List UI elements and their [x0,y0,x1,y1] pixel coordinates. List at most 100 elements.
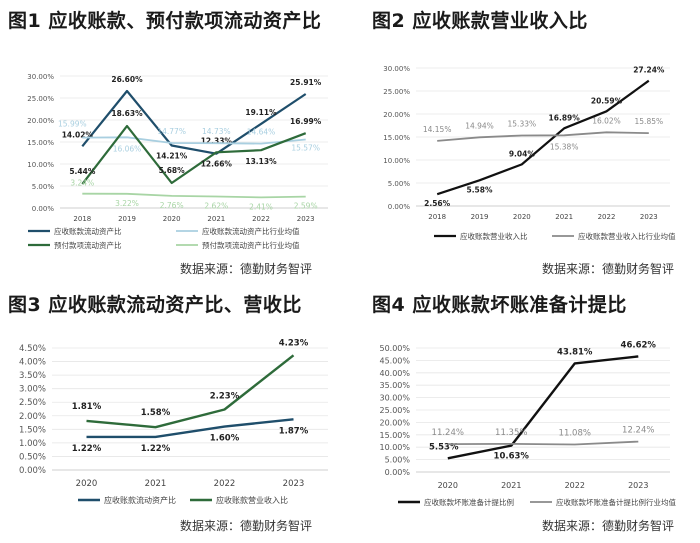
x-tick-label: 2023 [283,479,305,489]
data-label: 1.81% [72,402,102,412]
y-tick-label: 5.00% [385,456,411,465]
series-line [436,79,650,196]
line-chart: 0.00% 5.00% 10.00% 15.00% 20.00% 25.00% 30.00%… [383,65,676,241]
data-source: 数据来源：德勤财务智评 [180,519,313,533]
data-label: 12.66% [201,159,233,168]
data-label: 14.94% [465,121,494,130]
data-label: 15.33% [508,119,537,128]
data-label: 15.99% [58,120,87,129]
data-label: 1.87% [279,426,309,436]
legend-label: 应收账款流动资产比 [54,226,122,236]
series-line [437,131,649,142]
chart-panel-4: 图4 应收账款坏账准备计提比 0.00% 5.00% 10.00% 15.00% 20.… [372,290,692,540]
y-tick-label: 20.00% [383,111,410,119]
data-label: 19.11% [245,108,277,117]
line-chart: 0.00% 5.00% 10.00% 15.00% 20.00% 25.00% 30.00%… [379,340,676,507]
data-label: 1.22% [141,444,171,454]
x-tick-label: 2021 [555,213,573,221]
chart-title: 图2 应收账款营业收入比 [372,10,588,32]
data-label: 12.24% [622,426,654,436]
y-tick-label: 2.00% [19,412,46,422]
x-tick-label: 2020 [513,213,531,221]
y-tick-label: 0.50% [19,452,46,462]
legend-label: 应收账款流动资产比 [104,495,176,505]
series-line [86,354,295,429]
data-label: 15.85% [635,117,664,126]
data-label: 4.23% [279,338,309,348]
legend-label: 应收账款营业收入比 [216,495,288,505]
data-label: 18.63% [111,109,143,118]
data-label: 14.64% [247,128,276,137]
data-label: 5.53% [429,442,459,452]
x-tick-label: 2021 [501,481,521,490]
data-label: 11.08% [559,429,591,439]
data-label: 3.24% [70,179,94,188]
data-label: 1.58% [141,408,171,418]
data-label: 11.35% [495,428,527,438]
data-label: 27.24% [633,66,665,75]
x-tick-label: 2021 [145,479,167,489]
legend-label: 预付款项流动资产比行业均值 [202,240,300,250]
data-label: 2.59% [294,202,318,211]
data-source: 数据来源：德勤财务智评 [542,262,675,276]
data-label: 43.81% [557,347,593,357]
y-tick-label: 3.00% [19,385,46,395]
x-tick-label: 2022 [565,481,585,490]
y-tick-label: 10.00% [383,157,410,165]
y-tick-label: 20.00% [379,418,410,427]
data-label: 5.44% [69,167,96,176]
y-tick-label: 20.00% [27,117,54,125]
data-label: 2.62% [204,201,228,210]
series-line [447,355,639,460]
legend-label: 应收账款坏账准备计提比例 [424,497,514,507]
y-tick-label: 0.00% [19,466,46,476]
data-label: 12.33% [201,137,233,146]
line-chart: 0.00% 5.00% 10.00% 15.00% 20.00% 25.00% 30.00%… [27,73,328,250]
y-tick-label: 0.00% [32,205,55,213]
data-label: 2.23% [210,392,240,402]
y-tick-label: 25.00% [379,406,410,415]
data-label: 16.06% [113,144,142,153]
data-label: 16.02% [592,116,621,125]
x-tick-label: 2022 [214,479,236,489]
y-tick-label: 45.00% [379,356,410,365]
data-source: 数据来源：德勤财务智评 [542,519,675,533]
y-tick-label: 4.00% [19,358,46,368]
y-tick-label: 40.00% [379,369,410,378]
data-label: 26.60% [111,75,143,84]
chart-title: 图1 应收账款、预付款项流动资产比 [8,10,322,32]
x-tick-label: 2019 [471,213,489,221]
data-label: 20.59% [591,96,623,105]
y-tick-label: 15.00% [383,134,410,142]
y-tick-label: 0.00% [388,203,411,211]
y-tick-label: 15.00% [27,139,54,147]
data-label: 15.38% [550,142,579,151]
data-label: 11.24% [432,428,464,438]
x-tick-label: 2018 [73,215,91,223]
data-label: 46.62% [621,340,657,350]
data-label: 13.13% [245,157,277,166]
x-tick-label: 2020 [438,481,458,490]
x-tick-label: 2019 [118,215,136,223]
data-label: 14.21% [156,151,188,160]
series-line [82,192,306,199]
y-tick-label: 3.50% [19,371,46,381]
y-tick-label: 25.00% [383,88,410,96]
x-tick-label: 2023 [640,213,658,221]
y-tick-label: 1.50% [19,425,46,435]
legend-label: 应收账款流动资产比行业均值 [202,226,300,236]
data-label: 3.22% [115,199,139,208]
series-line [86,418,294,439]
chart-title: 图3 应收账款流动资产比、营收比 [8,294,302,316]
x-tick-label: 2018 [428,213,446,221]
legend-label: 应收账款坏账准备计提比例行业均值 [556,497,676,507]
series-line [447,440,639,446]
data-label: 14.15% [423,125,452,134]
x-tick-label: 2020 [163,215,181,223]
x-tick-label: 2023 [628,481,648,490]
x-tick-label: 2020 [76,479,98,489]
data-label: 14.77% [157,127,186,136]
data-label: 16.99% [290,117,322,126]
data-source: 数据来源：德勤财务智评 [180,262,313,276]
data-label: 25.91% [290,78,322,87]
